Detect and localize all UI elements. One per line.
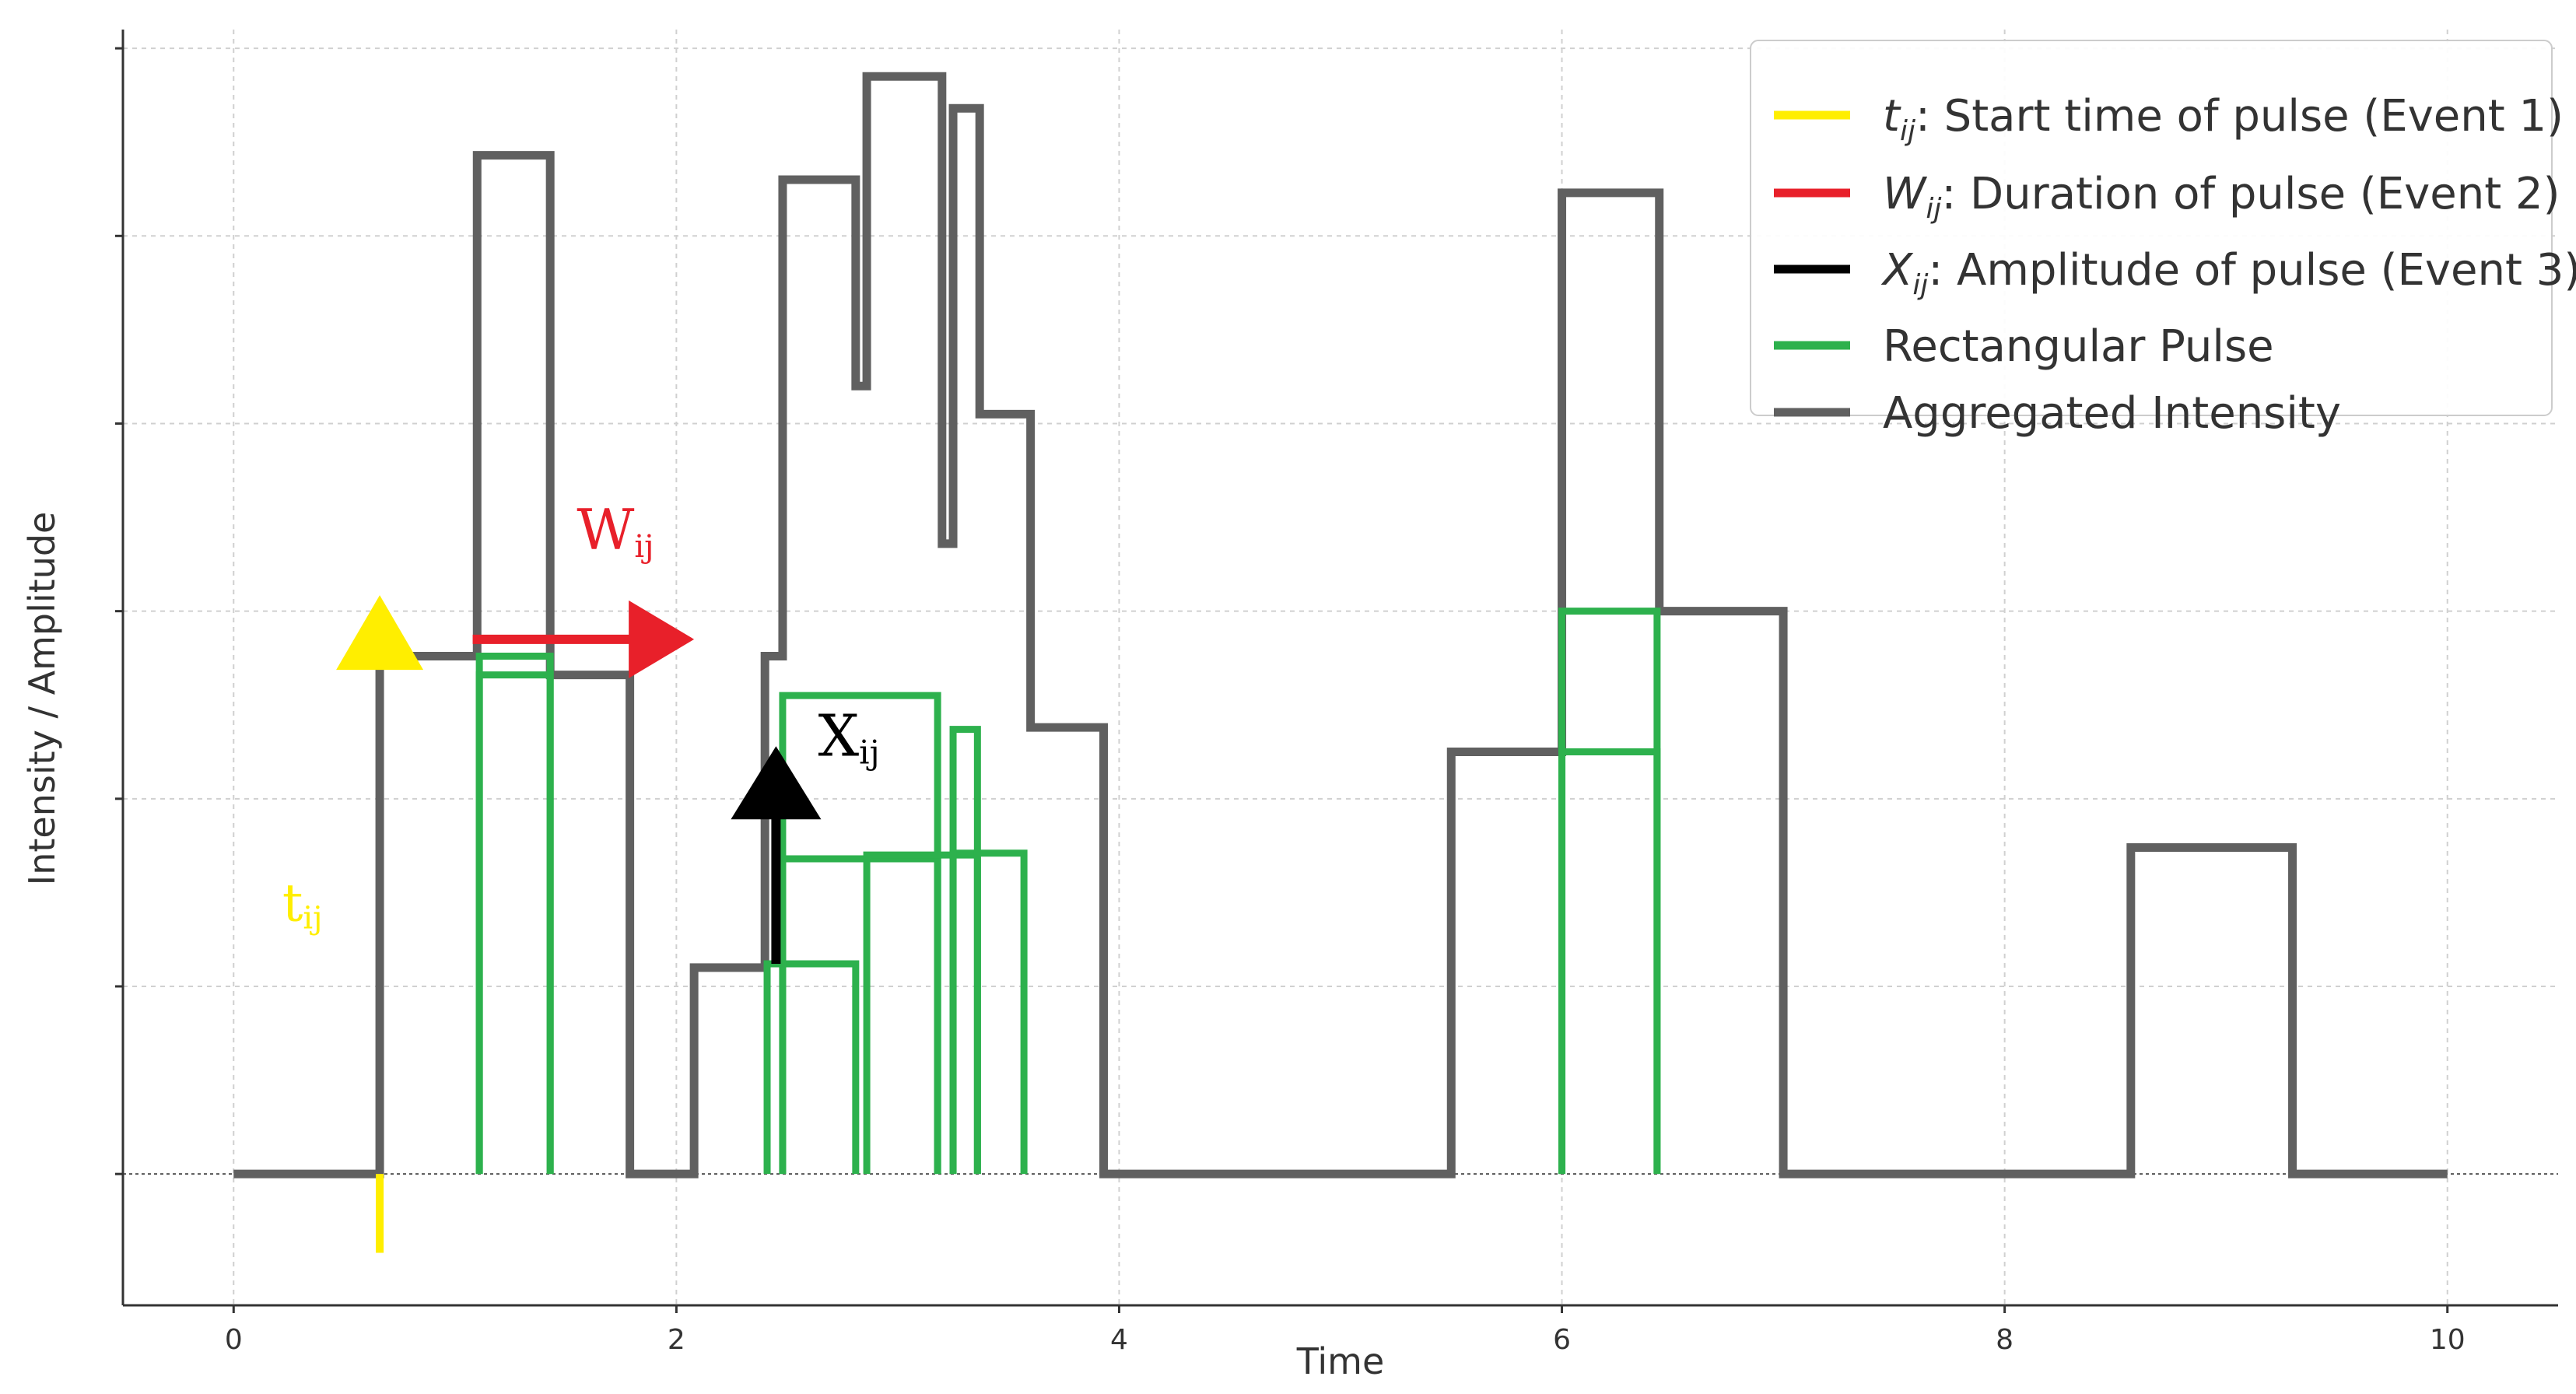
x-tick-label: 6	[1553, 1324, 1571, 1356]
x-axis-label: Time	[1296, 1340, 1385, 1382]
duration-label: Wij	[577, 497, 654, 565]
rectangular-pulse	[763, 960, 860, 1175]
rectangular-pulse	[949, 726, 981, 1175]
annotations-layer: tij Wij Xij	[282, 497, 880, 1253]
legend-label: Rectangular Pulse	[1883, 321, 2274, 372]
legend-label: Aggregated Intensity	[1883, 388, 2341, 439]
axes-layer: 0 2 4 6 8 10 Time Intensity / Amplitude	[21, 30, 2558, 1382]
start-time-label: tij	[282, 874, 323, 937]
legend-layer: tij: Start time of pulse (Event 1) Wij: D…	[1750, 40, 2576, 439]
legend-box	[1750, 40, 2553, 416]
duration-arrowhead	[629, 600, 695, 678]
rectangular-pulse	[949, 849, 1028, 1175]
x-tick-label: 4	[1110, 1324, 1128, 1356]
legend-label: Xij: Amplitude of pulse (Event 3)	[1880, 245, 2576, 301]
y-axis-label: Intensity / Amplitude	[21, 512, 63, 886]
rectangular-pulse	[1558, 608, 1661, 1175]
rectangular-pulse	[475, 671, 554, 1175]
start-time-arrowhead	[336, 595, 424, 671]
x-tick-label: 2	[668, 1324, 685, 1356]
x-tick-label: 0	[225, 1324, 243, 1356]
x-tick-label: 8	[1996, 1324, 2013, 1356]
amplitude-arrowhead	[731, 746, 822, 820]
legend-label: tij: Start time of pulse (Event 1)	[1883, 91, 2564, 147]
rectangular-pulse	[779, 855, 941, 1175]
rectangular-pulse	[1558, 748, 1661, 1175]
x-tick-label: 10	[2430, 1324, 2466, 1356]
rectangular-pulse	[475, 653, 554, 1175]
rectangular-pulse	[863, 851, 981, 1175]
pulses-layer	[475, 608, 1661, 1175]
amplitude-label: Xij	[818, 702, 879, 771]
legend-label: Wij: Duration of pulse (Event 2)	[1883, 169, 2560, 225]
